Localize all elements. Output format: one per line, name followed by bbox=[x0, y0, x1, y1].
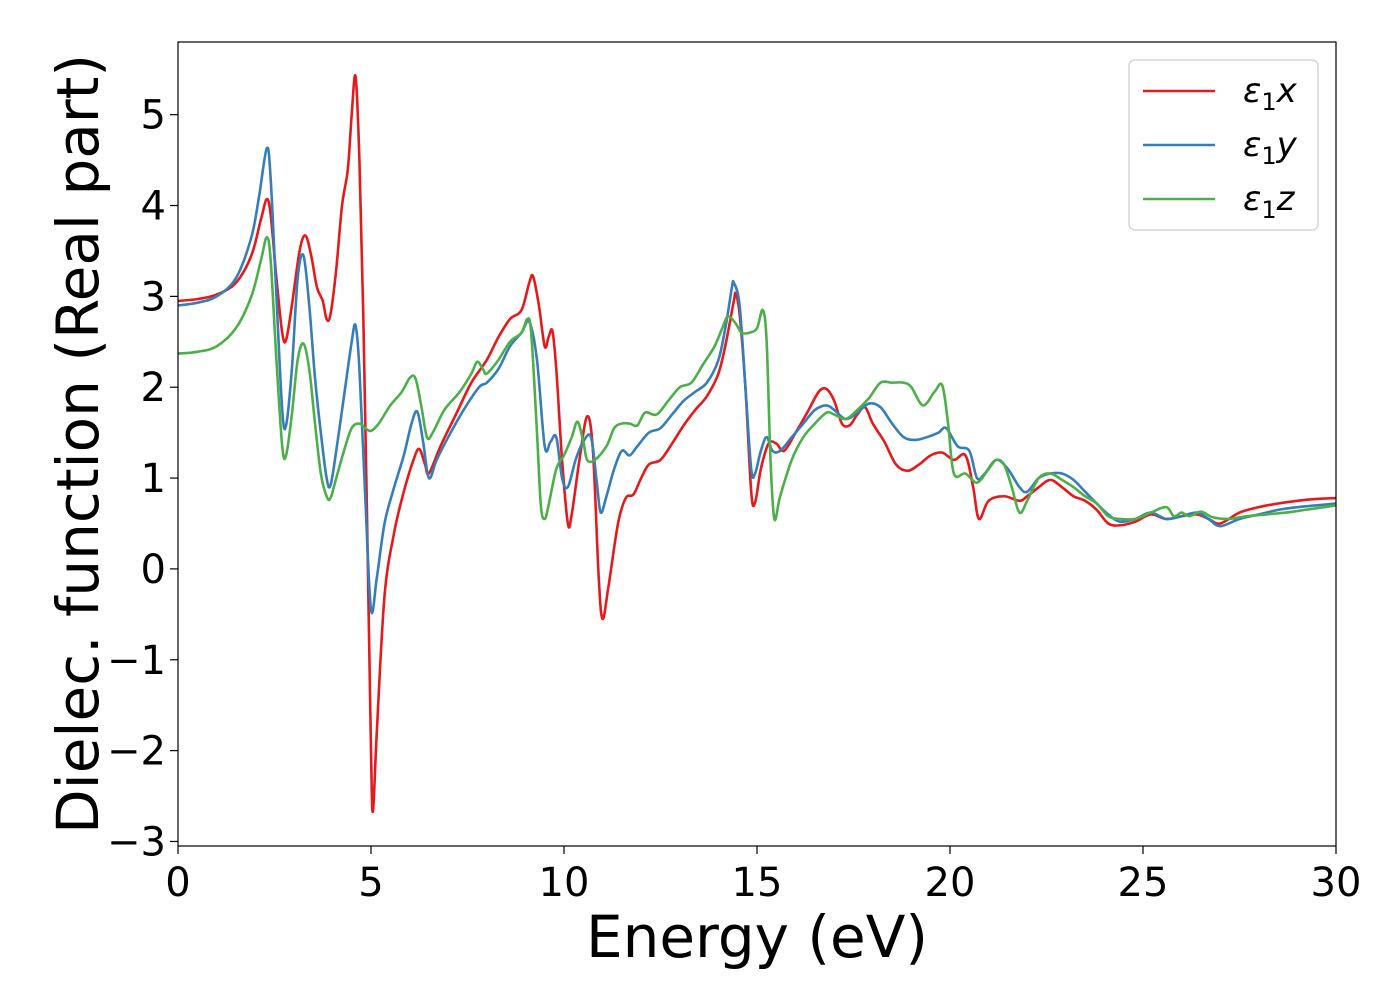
y-tick-label: 0 bbox=[141, 547, 166, 593]
y-tick-label: 5 bbox=[141, 93, 166, 139]
legend-box bbox=[1128, 59, 1319, 231]
y-tick-label: −3 bbox=[107, 819, 166, 865]
x-axis: 0 5 10 15 20 25 30 bbox=[165, 846, 1361, 906]
series-line-x bbox=[178, 74, 1336, 814]
x-tick-label: 30 bbox=[1311, 860, 1362, 906]
y-tick-label: −1 bbox=[107, 638, 166, 684]
x-tick-label: 5 bbox=[358, 860, 383, 906]
x-tick-label: 20 bbox=[925, 860, 976, 906]
x-tick-label: 25 bbox=[1118, 860, 1169, 906]
y-tick-label: 2 bbox=[141, 365, 166, 411]
x-axis-label: Energy (eV) bbox=[586, 903, 928, 971]
series-layer bbox=[178, 74, 1336, 814]
x-tick-label: 15 bbox=[732, 860, 783, 906]
x-tick-label: 0 bbox=[165, 860, 190, 906]
legend-label-z: ε1z bbox=[1243, 179, 1296, 224]
y-axis: −3 −2 −1 0 1 2 3 4 5 bbox=[107, 93, 178, 865]
legend-label-x: ε1x bbox=[1243, 71, 1298, 116]
y-tick-label: 3 bbox=[141, 274, 166, 320]
y-tick-label: 1 bbox=[141, 456, 166, 502]
x-tick-label: 10 bbox=[539, 860, 590, 906]
y-axis-label: Dielec. function (Real part) bbox=[44, 54, 112, 834]
legend-label-y: ε1y bbox=[1243, 125, 1298, 170]
legend: ε1x ε1y ε1z bbox=[1128, 59, 1319, 231]
series-line-z bbox=[178, 236, 1336, 522]
y-tick-label: −2 bbox=[107, 729, 166, 775]
y-tick-label: 4 bbox=[141, 184, 166, 230]
